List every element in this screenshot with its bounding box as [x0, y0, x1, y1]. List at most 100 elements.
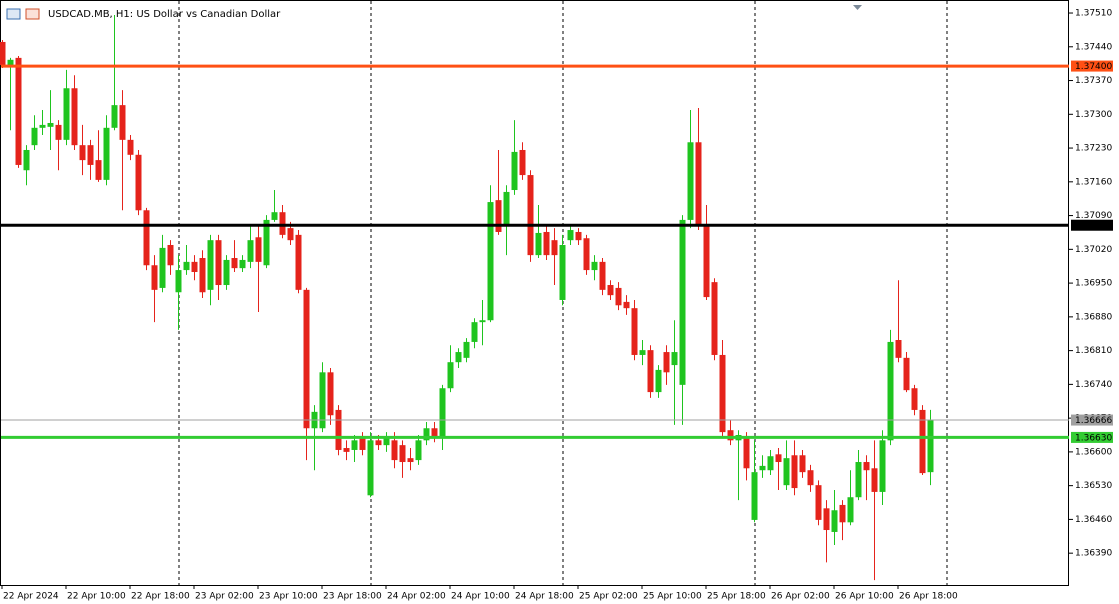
y-tick-label: 1.37020 — [1075, 245, 1112, 255]
chart-title: USDCAD.MB, H1: US Dollar vs Canadian Dol… — [48, 9, 281, 20]
candle-body — [703, 225, 710, 298]
candle-body — [519, 149, 526, 176]
candle-body — [87, 145, 94, 165]
candle-body — [687, 142, 694, 220]
candle-body — [255, 237, 262, 262]
candle-body — [471, 322, 478, 342]
candle-body — [391, 440, 398, 461]
x-tick-label: 25 Apr 02:00 — [579, 592, 638, 602]
candle-body — [831, 510, 838, 532]
y-tick-label: 1.37230 — [1075, 144, 1112, 154]
candle-body — [343, 448, 350, 452]
candle-body — [439, 388, 446, 437]
candle-body — [671, 352, 678, 366]
level-tag-label: 1.37070 — [1075, 221, 1112, 231]
candle-body — [607, 285, 614, 296]
candle-body — [511, 151, 518, 191]
candle-body — [775, 454, 782, 463]
candle-body — [279, 212, 286, 235]
y-tick-label: 1.37440 — [1075, 42, 1112, 52]
candle-body — [47, 122, 54, 127]
candle-body — [783, 458, 790, 486]
candle-body — [711, 282, 718, 355]
candle-body — [727, 430, 734, 441]
candle-body — [183, 261, 190, 271]
y-tick-label: 1.37300 — [1075, 110, 1112, 120]
candle-body — [207, 240, 214, 290]
level-tag-label: 1.36630 — [1075, 433, 1112, 443]
candle-body — [247, 240, 254, 262]
candle-body — [167, 244, 174, 266]
y-tick-label: 1.36950 — [1075, 279, 1112, 289]
y-tick-label: 1.36600 — [1075, 447, 1112, 457]
candle-body — [303, 289, 310, 429]
candle-body — [799, 455, 806, 473]
candle-body — [743, 437, 750, 469]
candle-body — [431, 428, 438, 437]
candle-body — [127, 139, 134, 155]
candle-body — [847, 497, 854, 523]
candle-body — [751, 472, 758, 520]
candle-body — [399, 445, 406, 463]
candle-body — [879, 440, 886, 492]
level-tag-label: 1.37400 — [1075, 62, 1112, 72]
candle-body — [407, 458, 414, 463]
candle-body — [919, 409, 926, 474]
candle-body — [807, 470, 814, 486]
level-tag — [1071, 414, 1113, 426]
y-tick-label: 1.37370 — [1075, 76, 1112, 86]
candle-body — [759, 465, 766, 471]
y-tick-label: 1.36880 — [1075, 312, 1112, 322]
candle-body — [199, 258, 206, 293]
candle-body — [911, 388, 918, 410]
candle-body — [599, 261, 606, 290]
candles — [0, 14, 934, 581]
candle-body — [95, 160, 102, 180]
candle-body — [639, 350, 646, 355]
candle-body — [839, 504, 846, 523]
x-tick-label: 22 Apr 10:00 — [67, 592, 126, 602]
axis-layer: 1.37510 1.37440 1.37370 1.37300 1.37230 1.371… — [1, 9, 1112, 602]
chart-icons — [6, 8, 40, 20]
candle-body — [927, 420, 934, 473]
candle-body — [103, 127, 110, 180]
candle-body — [351, 440, 358, 450]
candle-body — [495, 200, 502, 232]
candle-body — [679, 219, 686, 385]
candle-body — [215, 240, 222, 286]
candle-body — [71, 88, 78, 146]
candle-body — [159, 247, 166, 288]
y-tick-label: 1.36460 — [1075, 515, 1112, 525]
candle-body — [567, 230, 574, 241]
candle-body — [263, 219, 270, 266]
y-tick-label: 1.36810 — [1075, 346, 1112, 356]
candle-body — [503, 191, 510, 226]
candle-body — [151, 265, 158, 290]
candle-body — [479, 320, 486, 323]
y-tick-label: 1.37090 — [1075, 211, 1112, 221]
candle-body — [823, 508, 830, 531]
candle-body — [271, 212, 278, 220]
candle-body — [903, 357, 910, 391]
x-tick-label: 22 Apr 2024 — [3, 592, 59, 602]
candle-body — [423, 428, 430, 441]
candle-body — [319, 372, 326, 429]
candle-body — [463, 341, 470, 358]
plot-frame — [0, 0, 1069, 586]
candle-body — [79, 145, 86, 161]
y-tick-label: 1.36740 — [1075, 380, 1112, 390]
candle-body — [631, 308, 638, 355]
candle-body — [527, 175, 534, 256]
candle-body — [855, 462, 862, 498]
x-tick-label: 26 Apr 10:00 — [835, 592, 894, 602]
y-tick-label: 1.37510 — [1075, 9, 1112, 19]
candle-body — [191, 261, 198, 273]
x-tick-label: 25 Apr 10:00 — [643, 592, 702, 602]
y-tick-label: 1.36530 — [1075, 481, 1112, 491]
candle-body — [383, 437, 390, 446]
x-tick-label: 23 Apr 18:00 — [323, 592, 382, 602]
level-tag — [1071, 60, 1113, 72]
x-tick-label: 24 Apr 02:00 — [387, 592, 446, 602]
x-tick-label: 24 Apr 10:00 — [451, 592, 510, 602]
